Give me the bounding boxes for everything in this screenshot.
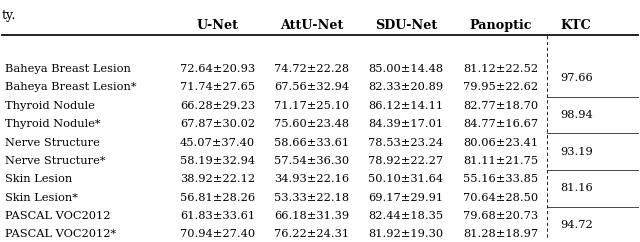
Text: 55.16±33.85: 55.16±33.85 [463,174,538,184]
Text: AttU-Net: AttU-Net [280,19,344,32]
Text: 81.92±19.30: 81.92±19.30 [369,229,444,239]
Text: 97.66: 97.66 [560,73,593,83]
Text: 82.44±18.35: 82.44±18.35 [369,211,444,221]
Text: Skin Lesion: Skin Lesion [4,174,72,184]
Text: Thyroid Nodule: Thyroid Nodule [4,101,95,111]
Text: Nerve Structure: Nerve Structure [4,137,99,148]
Text: 58.19±32.94: 58.19±32.94 [180,156,255,166]
Text: 81.11±21.75: 81.11±21.75 [463,156,538,166]
Text: 67.87±30.02: 67.87±30.02 [180,119,255,129]
Text: Thyroid Nodule*: Thyroid Nodule* [4,119,100,129]
Text: 58.66±33.61: 58.66±33.61 [274,137,349,148]
Text: 38.92±22.12: 38.92±22.12 [180,174,255,184]
Text: 81.12±22.52: 81.12±22.52 [463,64,538,74]
Text: 81.28±18.97: 81.28±18.97 [463,229,538,239]
Text: 45.07±37.40: 45.07±37.40 [180,137,255,148]
Text: 66.18±31.39: 66.18±31.39 [274,211,349,221]
Text: U-Net: U-Net [196,19,239,32]
Text: Baheya Breast Lesion*: Baheya Breast Lesion* [4,83,136,92]
Text: 50.10±31.64: 50.10±31.64 [369,174,444,184]
Text: 72.64±20.93: 72.64±20.93 [180,64,255,74]
Text: 71.74±27.65: 71.74±27.65 [180,83,255,92]
Text: 94.72: 94.72 [560,220,593,230]
Text: 53.33±22.18: 53.33±22.18 [274,193,349,203]
Text: 78.53±23.24: 78.53±23.24 [369,137,444,148]
Text: 82.33±20.89: 82.33±20.89 [369,83,444,92]
Text: 84.39±17.01: 84.39±17.01 [369,119,444,129]
Text: Panoptic: Panoptic [469,19,532,32]
Text: PASCAL VOC2012*: PASCAL VOC2012* [4,229,116,239]
Text: 93.19: 93.19 [560,147,593,157]
Text: KTC: KTC [561,19,591,32]
Text: 34.93±22.16: 34.93±22.16 [274,174,349,184]
Text: Skin Lesion*: Skin Lesion* [4,193,77,203]
Text: 70.64±28.50: 70.64±28.50 [463,193,538,203]
Text: 79.68±20.73: 79.68±20.73 [463,211,538,221]
Text: PASCAL VOC2012: PASCAL VOC2012 [4,211,110,221]
Text: 56.81±28.26: 56.81±28.26 [180,193,255,203]
Text: 79.95±22.62: 79.95±22.62 [463,83,538,92]
Text: Baheya Breast Lesion: Baheya Breast Lesion [4,64,131,74]
Text: 76.22±24.31: 76.22±24.31 [274,229,349,239]
Text: 71.17±25.10: 71.17±25.10 [274,101,349,111]
Text: 75.60±23.48: 75.60±23.48 [274,119,349,129]
Text: 98.94: 98.94 [560,110,593,120]
Text: 84.77±16.67: 84.77±16.67 [463,119,538,129]
Text: 86.12±14.11: 86.12±14.11 [369,101,444,111]
Text: ty.: ty. [1,8,16,22]
Text: 69.17±29.91: 69.17±29.91 [369,193,444,203]
Text: 70.94±27.40: 70.94±27.40 [180,229,255,239]
Text: 57.54±36.30: 57.54±36.30 [274,156,349,166]
Text: 82.77±18.70: 82.77±18.70 [463,101,538,111]
Text: 81.16: 81.16 [560,183,593,193]
Text: SDU-Net: SDU-Net [375,19,437,32]
Text: 80.06±23.41: 80.06±23.41 [463,137,538,148]
Text: 74.72±22.28: 74.72±22.28 [274,64,349,74]
Text: 67.56±32.94: 67.56±32.94 [274,83,349,92]
Text: 78.92±22.27: 78.92±22.27 [369,156,444,166]
Text: 66.28±29.23: 66.28±29.23 [180,101,255,111]
Text: 61.83±33.61: 61.83±33.61 [180,211,255,221]
Text: Nerve Structure*: Nerve Structure* [4,156,105,166]
Text: 85.00±14.48: 85.00±14.48 [369,64,444,74]
